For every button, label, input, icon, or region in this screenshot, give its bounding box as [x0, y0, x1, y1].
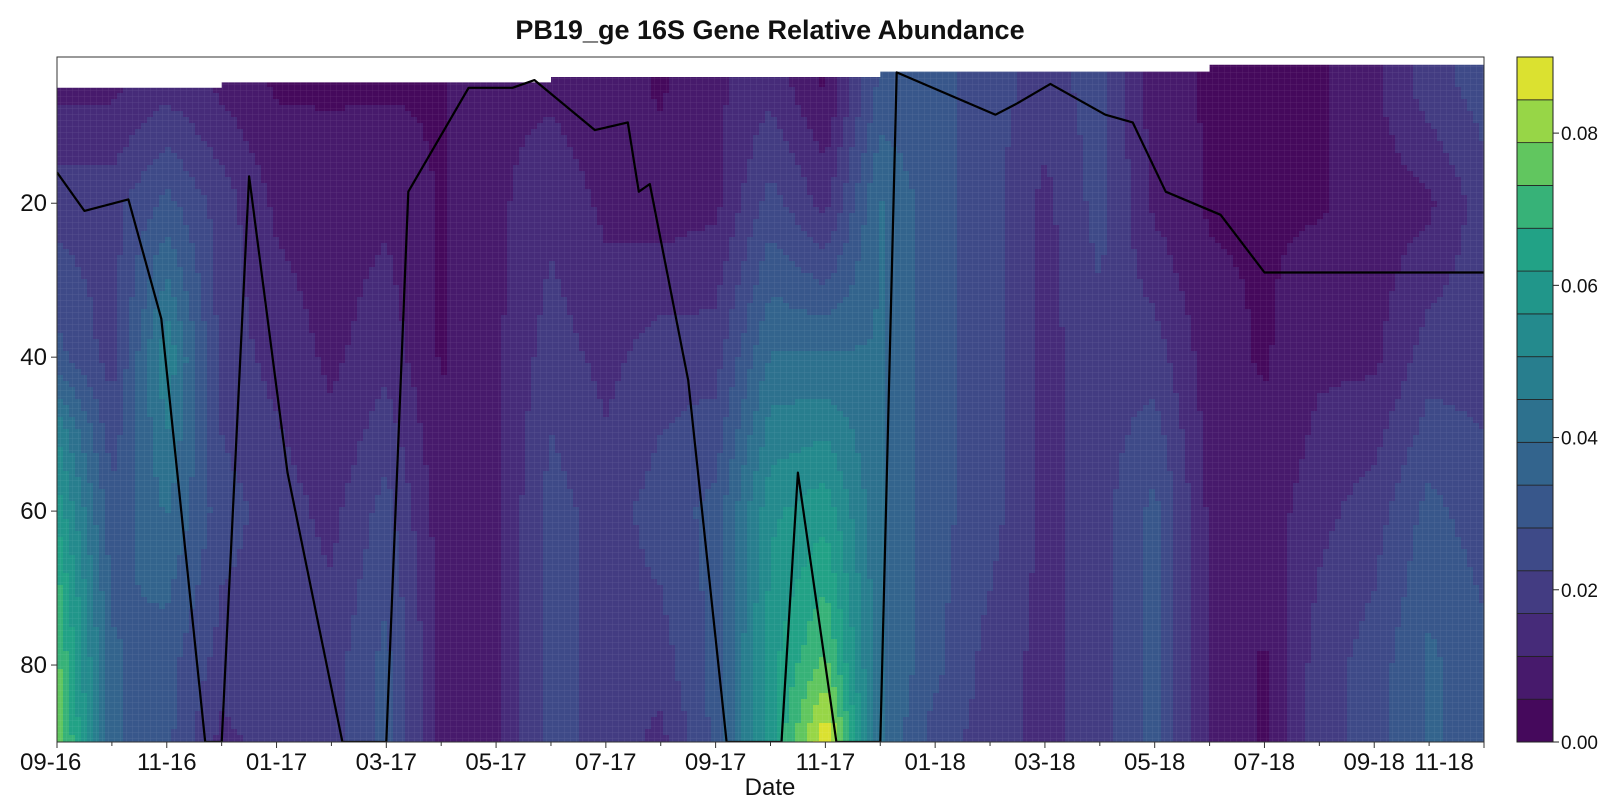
chart-title: PB19_ge 16S Gene Relative Abundance — [515, 15, 1024, 45]
